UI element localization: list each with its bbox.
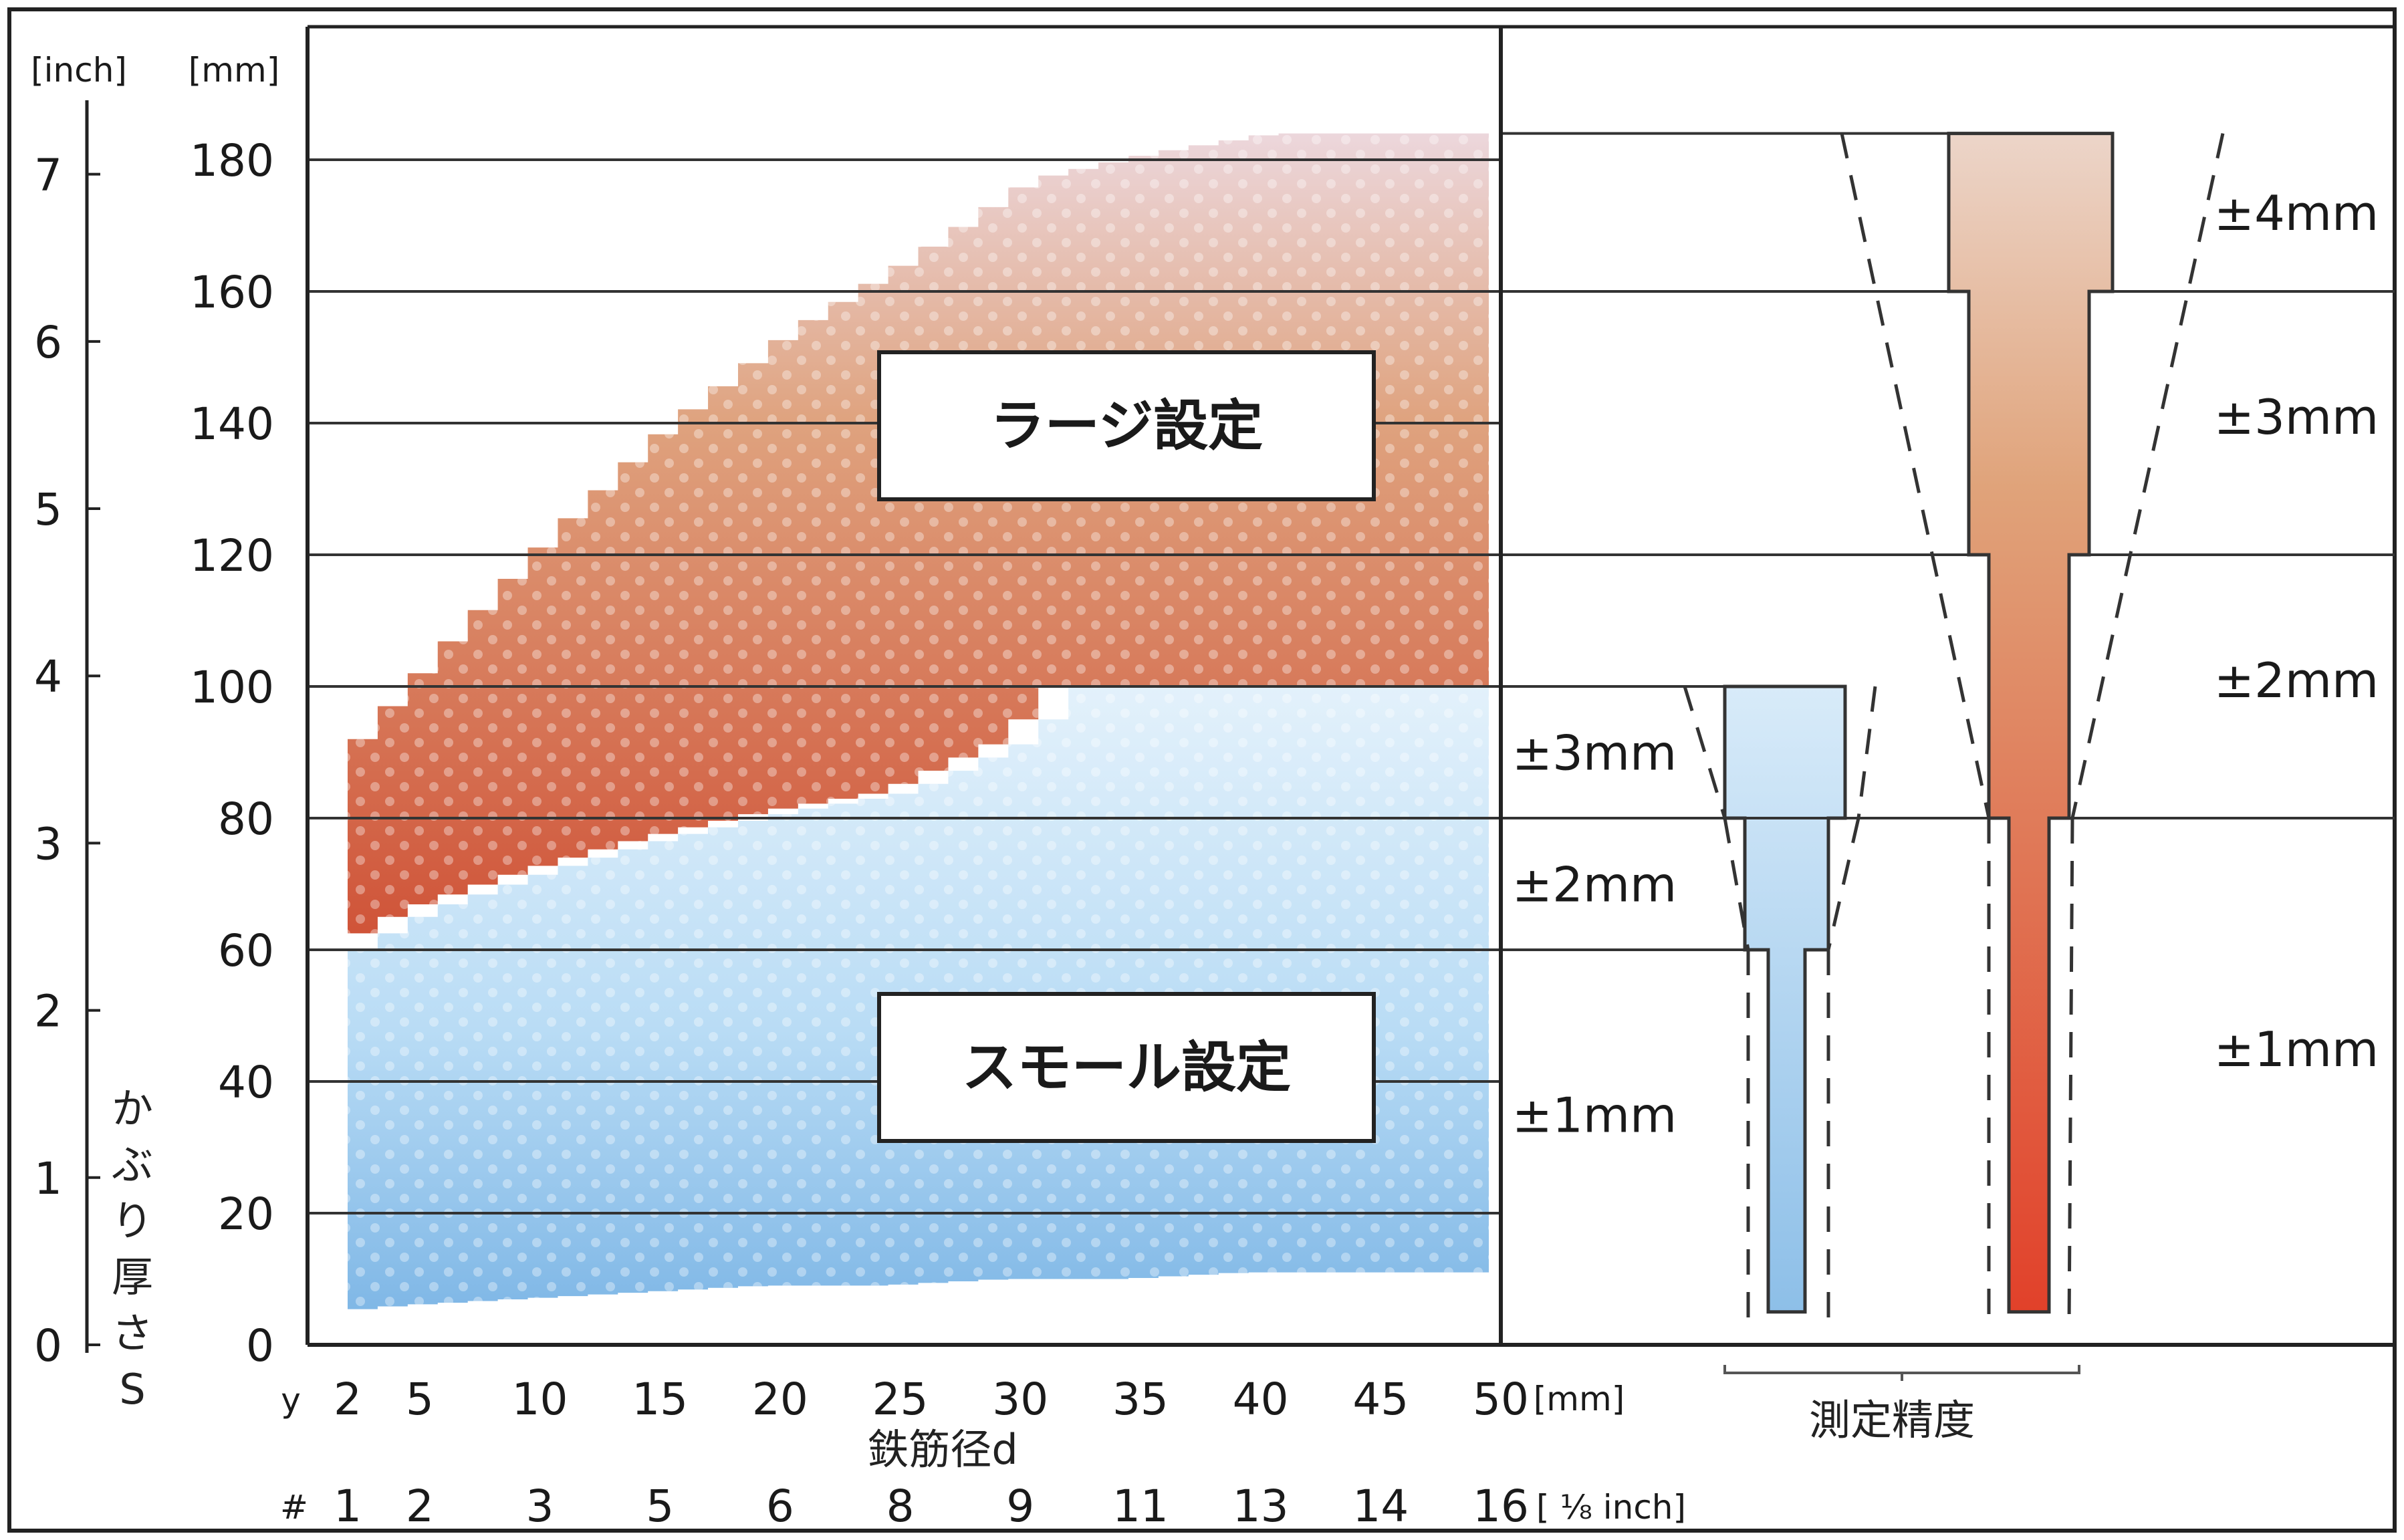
x-tick-bar-16: 16: [1473, 1481, 1529, 1532]
y-unit-inch: [inch]: [31, 51, 127, 90]
y-tick-inch-4: 4: [34, 651, 62, 702]
y-tick-mm-0: 0: [246, 1320, 274, 1372]
large-accuracy-label-2: ±2mm: [2214, 652, 2379, 709]
x-tick-bar-1: 1: [334, 1481, 362, 1532]
dash-line-4: [1826, 817, 1860, 950]
y-tick-inch-7: 7: [34, 150, 62, 201]
x-unit-bar: [ ⅛ inch]: [1536, 1488, 1686, 1527]
y-axis-label-char-0: か: [112, 1084, 153, 1133]
large-accuracy-bar: [1947, 132, 2115, 1314]
x-tick-bar-5: 5: [646, 1481, 674, 1532]
x-tick-bar-2: 2: [406, 1481, 434, 1532]
large-accuracy-label-0: ±4mm: [2214, 185, 2379, 241]
y-axis-label-char-2: り: [112, 1196, 153, 1245]
y-axis-label-char-5: S: [119, 1365, 145, 1414]
x-tick-mm-35: 35: [1112, 1374, 1169, 1425]
x-unit-mm: [mm]: [1534, 1380, 1625, 1418]
y-axis-label-char-1: ぶ: [112, 1140, 153, 1189]
y-axis-label-char-4: さ: [112, 1309, 153, 1358]
x-tick-mm-20: 20: [752, 1374, 808, 1425]
y-axis-label-char-3: 厚: [112, 1253, 153, 1301]
y-tick-mm-120: 120: [190, 530, 274, 582]
x-tick-bar-3: 3: [526, 1481, 554, 1532]
dash-line-9: [2067, 817, 2074, 1325]
y-tick-inch-2: 2: [34, 986, 62, 1037]
x-tick-mm-50: 50: [1473, 1374, 1529, 1425]
y-unit-mm: [mm]: [189, 51, 279, 90]
x-tick-mm-40: 40: [1233, 1374, 1289, 1425]
y-tick-inch-0: 0: [34, 1320, 62, 1372]
x-tick-bar-6: 6: [766, 1481, 794, 1532]
x-tick-mm-5: 5: [406, 1374, 434, 1425]
x-tick-bar-13: 13: [1233, 1481, 1289, 1532]
grid-layer: [308, 132, 2395, 1214]
x-prefix-bar: #: [280, 1488, 308, 1527]
axes-layer: [85, 25, 2395, 1353]
accuracy-brace: [1723, 1365, 2080, 1381]
large-accuracy-label-3: ±1mm: [2214, 1021, 2379, 1077]
chart-frame: [7, 7, 2397, 1533]
x-axis-label: 鉄筋径d: [867, 1425, 1017, 1474]
small-accuracy-label-1: ±2mm: [1512, 857, 1677, 913]
x-prefix-mm: y: [281, 1381, 301, 1420]
x-tick-bar-14: 14: [1352, 1481, 1409, 1532]
small-accuracy-label-0: ±3mm: [1512, 725, 1677, 781]
dash-line-3: [1856, 686, 1877, 819]
y-tick-mm-180: 180: [190, 135, 274, 186]
y-tick-mm-20: 20: [218, 1188, 274, 1240]
y-tick-inch-3: 3: [34, 818, 62, 870]
x-tick-mm-45: 45: [1352, 1374, 1409, 1425]
x-tick-bar-8: 8: [886, 1481, 915, 1532]
accuracy-bars: [1723, 132, 2115, 1314]
y-tick-mm-60: 60: [218, 925, 274, 977]
x-tick-mm-10: 10: [512, 1374, 568, 1425]
y-tick-mm-160: 160: [190, 267, 274, 318]
large-setting-label: ラージ設定: [990, 394, 1263, 458]
y-tick-mm-100: 100: [190, 662, 274, 713]
x-tick-mm-2: 2: [334, 1374, 362, 1425]
accuracy-dashes: [1683, 133, 2225, 1325]
dash-line-6: [1840, 133, 1991, 819]
y-tick-inch-6: 6: [34, 317, 62, 368]
large-setting-box: ラージ設定: [877, 350, 1376, 501]
area-layer: [348, 133, 1489, 1312]
y-tick-mm-140: 140: [190, 398, 274, 450]
large-accuracy-label-1: ±3mm: [2214, 389, 2379, 445]
dash-line-1: [1723, 817, 1750, 950]
x-tick-bar-11: 11: [1112, 1481, 1169, 1532]
x-tick-mm-25: 25: [872, 1374, 929, 1425]
dash-line-0: [1683, 686, 1727, 819]
small-accuracy-label-2: ±1mm: [1512, 1087, 1677, 1143]
y-tick-inch-1: 1: [34, 1153, 62, 1204]
large-setting-texture: [348, 133, 1489, 950]
x-tick-mm-30: 30: [992, 1374, 1048, 1425]
small-setting-label: スモール設定: [962, 1036, 1291, 1100]
accuracy-title: 測定精度: [1809, 1396, 1975, 1444]
x-tick-bar-9: 9: [1006, 1481, 1034, 1532]
y-tick-inch-5: 5: [34, 484, 62, 535]
small-accuracy-bar: [1725, 686, 1845, 1312]
dash-line-8: [2070, 133, 2225, 819]
y-tick-mm-80: 80: [218, 793, 274, 845]
label-layer: [mm][inch]020406080100120140160180012345…: [31, 51, 2379, 1532]
small-setting-box: スモール設定: [877, 992, 1376, 1143]
x-tick-mm-15: 15: [632, 1374, 688, 1425]
y-tick-mm-40: 40: [218, 1057, 274, 1108]
